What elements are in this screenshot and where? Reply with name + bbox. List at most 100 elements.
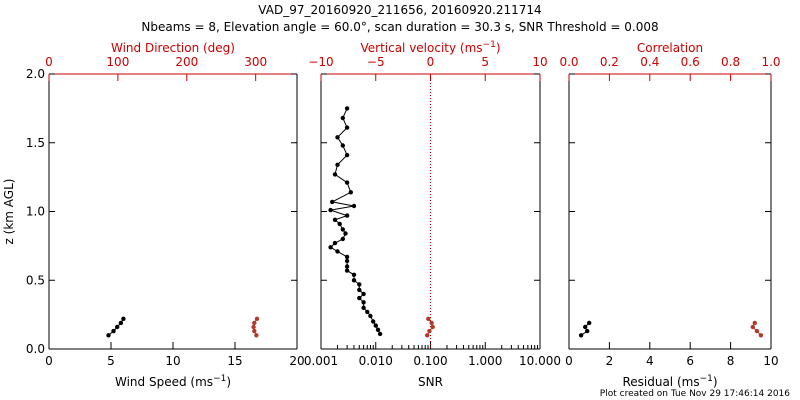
panel-2-series-1-line bbox=[329, 108, 381, 335]
panel-3-series-1-point bbox=[583, 324, 588, 330]
panel-1-series-2-point bbox=[252, 320, 257, 326]
panel-2-series-1-point bbox=[375, 327, 381, 332]
panel-2-series-1-point bbox=[332, 217, 338, 222]
panel-2-series-1-point bbox=[344, 258, 350, 264]
panel-2-series-1-point bbox=[361, 291, 366, 297]
panel-1-bottom-tick-label: 20 bbox=[289, 354, 304, 368]
panel-2-series-1-point bbox=[340, 227, 345, 232]
panel-2-series-1-point bbox=[335, 135, 340, 140]
panel-3-bottom-tick-label: 4 bbox=[646, 354, 654, 368]
panel-2-series-1-point bbox=[373, 323, 378, 328]
panel-2-bottom-tick-label: 10.000 bbox=[519, 354, 561, 368]
panel-2-series-1-point bbox=[343, 231, 348, 236]
panel-3-top-axis-label: Correlation bbox=[637, 41, 703, 55]
panel-2-bottom-axis-label: SNR bbox=[418, 375, 443, 389]
panel-2-series-2-point bbox=[426, 316, 431, 321]
panel-2-series-1-point bbox=[377, 331, 383, 337]
panel-2-series-2-point bbox=[425, 333, 430, 338]
panel-3-series-1-point bbox=[585, 328, 590, 334]
panel-2-bottom-tick-label: 0.001 bbox=[304, 354, 338, 368]
chart-title: VAD_97_20160920_211656, 20160920.211714 bbox=[258, 3, 541, 17]
panel-1-top-tick-label: 0 bbox=[45, 55, 53, 69]
panel-2-series-1-point bbox=[340, 115, 345, 121]
panel-2-series-2-point bbox=[429, 320, 434, 326]
panel-2-series-1-point bbox=[332, 172, 338, 177]
panel-1-ytick-label: 0.5 bbox=[26, 273, 45, 287]
panel-2-series-1-point bbox=[368, 313, 373, 319]
panel-1-series-1-point bbox=[106, 333, 111, 338]
panel-2-series-2-point bbox=[427, 328, 432, 334]
chart-subtitle: Nbeams = 8, Elevation angle = 60.0°, sca… bbox=[141, 20, 658, 34]
panel-2-series-1-point bbox=[337, 221, 342, 227]
panel-3-series-2-point bbox=[752, 320, 757, 326]
panel-3-series-1-point bbox=[587, 320, 592, 326]
panel-2-series-1-point bbox=[340, 143, 345, 148]
panel-2-series-1-point bbox=[332, 240, 338, 246]
panel-3-top-tick-label: 0.4 bbox=[640, 55, 659, 69]
panel-2-bottom-tick-label: 1.000 bbox=[468, 354, 502, 368]
panel-3-series-2-point bbox=[754, 328, 760, 334]
panel-3-top-tick-label: 0.0 bbox=[559, 55, 578, 69]
panel-2-series-1-point bbox=[344, 106, 350, 111]
panel-1-bottom-tick-label: 15 bbox=[227, 354, 242, 368]
panel-3-bottom-tick-label: 2 bbox=[606, 354, 614, 368]
panel-1-series-1-point bbox=[115, 324, 120, 330]
panel-3-series-2-line bbox=[752, 322, 762, 336]
panel-1-bottom-axis-label: Wind Speed (ms−1) bbox=[115, 374, 231, 389]
panel-2-series-1-point bbox=[328, 245, 333, 250]
panel-2-series-1-point bbox=[344, 264, 350, 269]
panel-1-series-1-point bbox=[121, 316, 126, 321]
panel-2-top-tick-label: 0 bbox=[427, 55, 435, 69]
panel-2-series-2-point bbox=[430, 324, 435, 330]
panel-3-bottom-axis-label: Residual (ms−1) bbox=[622, 374, 717, 389]
panel-2-top-tick-label: −5 bbox=[367, 55, 385, 69]
panel-2-series-1-point bbox=[365, 309, 370, 315]
panel-1-series-1-point bbox=[111, 328, 116, 334]
panel-2-series-1-point bbox=[357, 287, 362, 293]
panel-1-bottom-tick-label: 5 bbox=[107, 354, 115, 368]
panel-3-series-2-point bbox=[758, 333, 764, 338]
panel-2-series-1-point bbox=[348, 190, 353, 195]
panel-2-series-1-point bbox=[371, 319, 376, 324]
panel-3-bottom-tick-label: 10 bbox=[763, 354, 778, 368]
panel-1-series-2-point bbox=[252, 328, 257, 334]
panel-2-bottom-tick-label: 0.100 bbox=[413, 354, 447, 368]
panel-2-series-1-point bbox=[340, 236, 345, 242]
panel-1-top-tick-label: 300 bbox=[244, 55, 267, 69]
panel-3-top-tick-label: 1.0 bbox=[761, 55, 780, 69]
panel-2-top-tick-label: 10 bbox=[532, 55, 547, 69]
panel-2-series-1-point bbox=[344, 125, 350, 130]
panel-1-ytick-label: 0.0 bbox=[26, 342, 45, 356]
panel-2-series-1-point bbox=[351, 272, 357, 277]
panel-2-series-1-point bbox=[357, 295, 362, 301]
panel-1-series-2-point bbox=[254, 316, 260, 321]
panel-2-series-1-point bbox=[344, 254, 350, 260]
panel-1-ytick-label: 1.5 bbox=[26, 136, 45, 150]
panel-3-top-tick-label: 0.6 bbox=[681, 55, 700, 69]
panel-1-top-tick-label: 100 bbox=[106, 55, 129, 69]
panel-2-top-axis-label: Vertical velocity (ms−1) bbox=[360, 40, 500, 55]
panel-1-ytick-label: 1.0 bbox=[26, 205, 45, 219]
panel-2-series-1-point bbox=[330, 199, 335, 205]
panel-3-series-1-point bbox=[578, 333, 584, 338]
panel-2-series-1-point bbox=[344, 180, 350, 185]
panel-1-top-tick-label: 200 bbox=[175, 55, 198, 69]
panel-3-top-tick-label: 0.8 bbox=[721, 55, 740, 69]
panel-3-bottom-tick-label: 6 bbox=[686, 354, 694, 368]
panel-3-bottom-tick-label: 0 bbox=[565, 354, 573, 368]
panel-1-ytick-label: 2.0 bbox=[26, 67, 45, 81]
panel-1-bottom-tick-label: 10 bbox=[165, 354, 180, 368]
plot-footer: Plot created on Tue Nov 29 17:46:14 2016 bbox=[600, 389, 790, 399]
panel-2-series-1-point bbox=[335, 162, 340, 167]
panel-3-series-1-line bbox=[580, 322, 590, 336]
panel-3-top-tick-label: 0.2 bbox=[600, 55, 619, 69]
panel-2-top-tick-label: −10 bbox=[308, 55, 333, 69]
panel-1-series-1-point bbox=[118, 320, 124, 326]
panel-2-series-1-point bbox=[344, 268, 350, 273]
panel-2-series-1-point bbox=[335, 249, 340, 254]
panel-2-bottom-tick-label: 0.010 bbox=[359, 354, 393, 368]
panel-2-series-1-point bbox=[361, 305, 366, 310]
panel-2-series-1-point bbox=[357, 282, 362, 287]
